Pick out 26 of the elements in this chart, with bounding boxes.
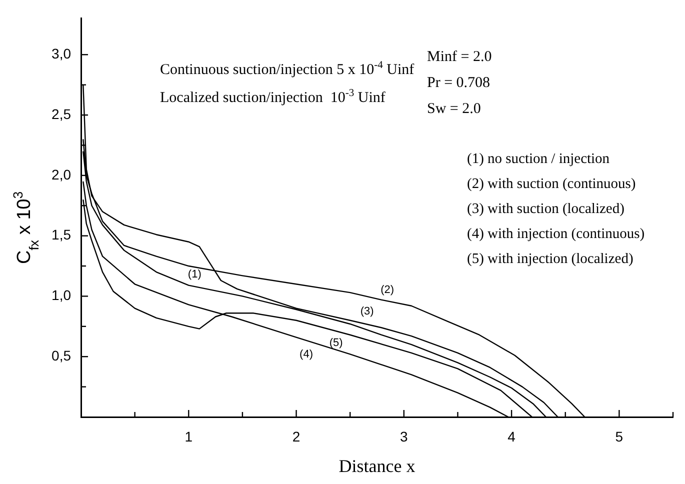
x-axis-title: Distance x	[338, 456, 416, 476]
annotation: Pr = 0.708	[427, 75, 490, 91]
annotation: (1)	[188, 268, 202, 280]
y-tick-label: 0,5	[52, 347, 72, 364]
annotation: (2) with suction (continuous)	[467, 176, 636, 192]
annotation: Sw = 2.0	[427, 101, 481, 117]
annotation: (5) with injection (localized)	[467, 251, 634, 267]
annotation: (1) no suction / injection	[467, 151, 610, 167]
annotation: (5)	[329, 336, 343, 349]
y-tick-label: 2,5	[52, 106, 72, 122]
annotation: (4) with injection (continuous)	[467, 226, 645, 242]
annotation: (3) with suction (localized)	[467, 201, 625, 217]
y-tick-label: 3,0	[52, 45, 72, 62]
annotation: (2)	[380, 284, 394, 296]
x-tick-label: 1	[184, 428, 193, 444]
y-tick-label: 2,0	[52, 166, 72, 182]
y-tick-label: 1,0	[52, 287, 72, 304]
x-tick-label: 5	[615, 428, 624, 444]
y-axis-title: Cfx x 103	[10, 191, 42, 264]
x-tick-label: 2	[292, 428, 300, 444]
annotation: (4)	[300, 348, 313, 360]
x-tick-label: 3	[400, 428, 408, 444]
annotation: Minf = 2.0	[427, 49, 492, 65]
annotation: (3)	[360, 305, 374, 318]
x-tick-label: 4	[508, 428, 516, 444]
y-tick-label: 1,5	[52, 226, 72, 243]
